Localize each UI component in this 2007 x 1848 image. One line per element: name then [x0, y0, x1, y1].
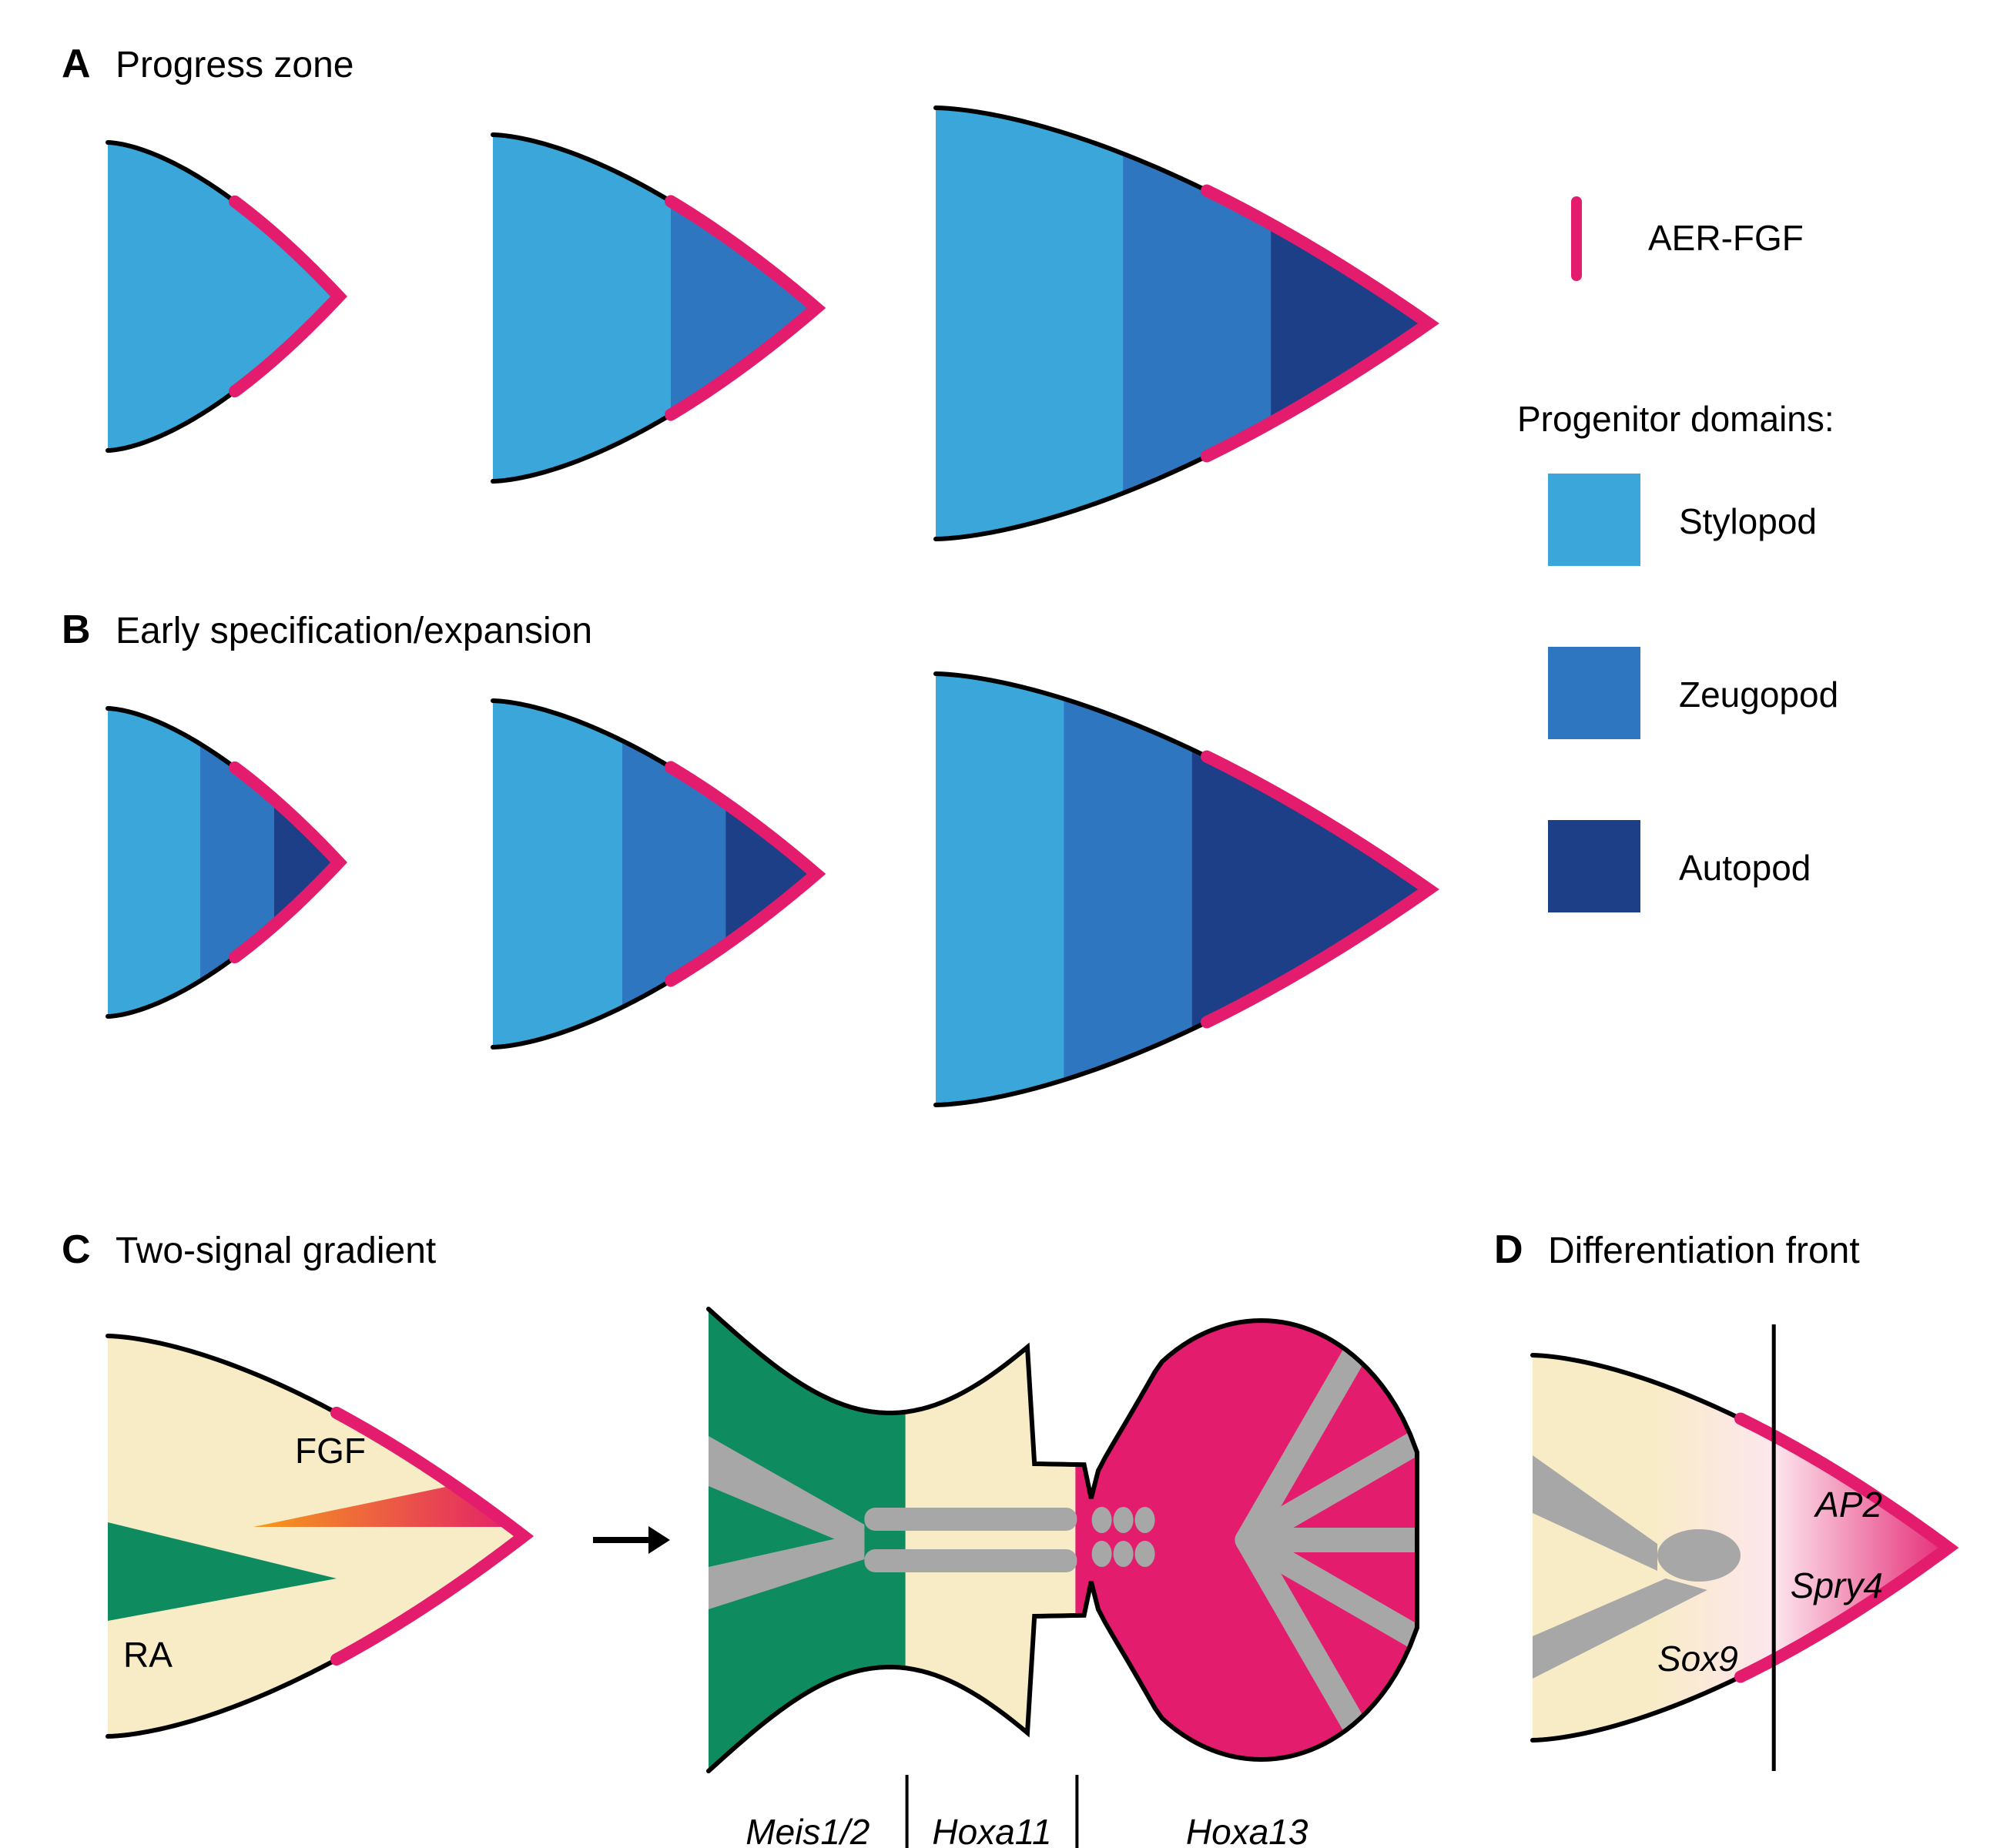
segment-band	[1271, 100, 1430, 547]
bone	[1092, 1507, 1112, 1533]
panel-a-bud	[936, 100, 1430, 547]
gene-label-ap2: AP2	[1813, 1485, 1882, 1525]
segment-band	[936, 100, 1124, 547]
panel-a-bud	[108, 135, 340, 458]
segment-band	[725, 693, 818, 1055]
panel-b-bud	[936, 666, 1430, 1113]
gene-label-sox9: Sox9	[1657, 1639, 1738, 1679]
panel-c-left-bud	[108, 1336, 524, 1736]
panel-title: Differentiation front	[1548, 1230, 1860, 1271]
panel-title: Early specification/expansion	[116, 611, 592, 651]
legend-label-aer: AER-FGF	[1648, 218, 1804, 258]
bone	[1135, 1507, 1155, 1533]
legend-label-stylopod: Stylopod	[1679, 501, 1817, 541]
bone	[1114, 1541, 1134, 1567]
segment-band	[108, 701, 202, 1024]
panel-b-bud	[493, 693, 818, 1055]
legend-swatch-zeugopod	[1548, 647, 1640, 739]
bone	[1135, 1541, 1155, 1567]
legend-header: Progenitor domains:	[1517, 399, 1834, 439]
bone	[1092, 1541, 1112, 1567]
segment-band	[936, 666, 1065, 1113]
segment-band	[108, 135, 340, 458]
panel-letter: D	[1494, 1227, 1523, 1272]
panel-b-bud	[108, 701, 340, 1024]
panel-letter: A	[62, 42, 91, 86]
bone	[1114, 1507, 1134, 1533]
segment-band	[671, 127, 818, 489]
bone	[1657, 1529, 1741, 1582]
hox-label: Meis1/2	[746, 1812, 869, 1848]
gene-label-spry4: Spry4	[1791, 1565, 1883, 1605]
hox-domain	[906, 1294, 1079, 1786]
panel-letter: C	[62, 1227, 91, 1272]
segment-band	[1192, 666, 1430, 1113]
segment-band	[493, 127, 672, 489]
panel-title: Two-signal gradient	[116, 1230, 436, 1271]
legend-swatch-autopod	[1548, 820, 1640, 912]
bone	[864, 1508, 1077, 1531]
bone	[864, 1549, 1077, 1572]
panel-letter: B	[62, 608, 91, 652]
hox-domain	[707, 1294, 909, 1786]
panel-c-right-limb	[707, 1294, 1477, 1848]
legend-swatch-aer	[1571, 196, 1582, 281]
legend-label-autopod: Autopod	[1679, 848, 1811, 888]
legend-swatch-stylopod	[1548, 474, 1640, 566]
panel-a-bud	[493, 127, 818, 489]
hox-label: Hoxa13	[1186, 1812, 1308, 1848]
legend-label-zeugopod: Zeugopod	[1679, 675, 1838, 715]
hox-label: Hoxa11	[932, 1812, 1051, 1848]
segment-band	[1064, 666, 1193, 1113]
panel-title: Progress zone	[116, 45, 354, 85]
arrow-head	[648, 1526, 670, 1554]
segment-band	[1123, 100, 1272, 547]
panel-d-bud	[1533, 1324, 1961, 1771]
segment-band	[493, 693, 624, 1055]
ra-label: RA	[123, 1635, 173, 1675]
fgf-label: FGF	[295, 1431, 366, 1471]
